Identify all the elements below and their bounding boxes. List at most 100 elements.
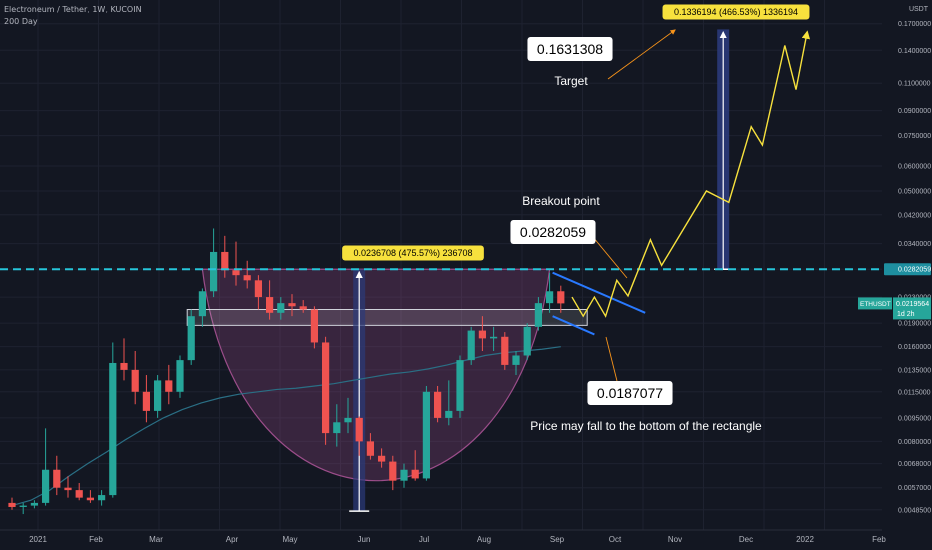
price-tick: 0.0190000	[898, 321, 931, 328]
candle-body	[154, 380, 162, 411]
price-tick: 0.0600000	[898, 164, 931, 171]
candle-body	[75, 490, 83, 498]
bottom-connector	[605, 336, 618, 382]
candle-body	[378, 455, 386, 462]
breakout-price-tag	[884, 263, 931, 276]
candle-body	[456, 360, 464, 411]
candle-body	[277, 303, 285, 313]
time-tick: Nov	[668, 535, 682, 544]
candle-body	[322, 342, 330, 434]
candle-body	[478, 330, 486, 339]
candle-body	[86, 497, 94, 501]
target-measure-label-box	[662, 4, 810, 20]
candle-body	[299, 306, 307, 310]
candle-body	[534, 303, 542, 327]
bottom-value-label-box	[587, 381, 673, 405]
exchange: KUCOIN	[110, 5, 142, 14]
price-tick: 0.0057000	[898, 485, 931, 492]
time-tick: Feb	[89, 535, 103, 544]
time-tick: Sep	[550, 535, 565, 544]
price-tick: 0.0420000	[898, 212, 931, 219]
price-tick: 0.0160000	[898, 344, 931, 351]
candle-body	[512, 355, 520, 365]
candle-body	[109, 362, 117, 496]
candle-body	[288, 303, 296, 307]
support-rectangle	[186, 309, 588, 326]
candle-body	[400, 469, 408, 481]
candle-body	[523, 326, 531, 356]
price-tick: 0.0080000	[898, 439, 931, 446]
time-tick: May	[282, 535, 297, 544]
price-tick: 0.0115000	[898, 389, 931, 396]
candle-body	[445, 410, 453, 418]
candle-body	[344, 417, 352, 423]
candle-body	[501, 336, 509, 365]
breakout-value-label-box	[510, 220, 596, 244]
target-connector	[607, 29, 676, 80]
candle-body	[64, 487, 72, 491]
bottom-note-text: Price may fall to the bottom of the rect…	[530, 419, 762, 433]
candle-body	[187, 316, 195, 361]
price-axis-unit: USDT	[909, 6, 929, 13]
target-text: Target	[554, 74, 588, 88]
price-tick: 0.0135000	[898, 367, 931, 374]
candle-body	[389, 461, 397, 481]
breakout-text: Breakout point	[522, 194, 600, 208]
last-price-tag	[893, 297, 931, 320]
candle-body	[8, 502, 16, 507]
price-axis: USDT 0.1700000 0.1400000 0.1100000 0.0900000…	[858, 0, 932, 550]
cup-measure-label-box	[342, 245, 484, 261]
symbol-tag	[858, 297, 892, 310]
price-tick: 0.0900000	[898, 108, 931, 115]
candle-body	[490, 336, 498, 339]
candle-body	[120, 362, 128, 370]
candle-body	[355, 417, 363, 442]
price-tick: 0.0750000	[898, 133, 931, 140]
channel-lower	[552, 315, 595, 336]
candle-body	[411, 469, 419, 479]
time-tick: Mar	[149, 535, 163, 544]
time-axis: 2021 Feb Mar Apr May Jun Jul Aug Sep Oct Nov Dec 202…	[0, 529, 886, 544]
cup-measure-label: 0.0236708 (475.57%) 236708	[353, 248, 472, 258]
candles	[8, 228, 565, 515]
candle-body	[42, 469, 50, 503]
breakout-price-tag-text: 0.0282059	[898, 267, 931, 274]
symbol-name: Electroneum / Tether	[4, 5, 88, 14]
price-tick: 0.0340000	[898, 241, 931, 248]
last-price-text: 0.0219564	[896, 301, 929, 308]
target-value-label: 0.1631308	[537, 41, 603, 57]
candle-body	[366, 441, 374, 456]
candle-body	[210, 251, 218, 292]
candle-body	[422, 391, 430, 479]
projection-path	[571, 30, 811, 318]
candle-body	[198, 291, 206, 317]
countdown-text: 1d 2h	[897, 311, 915, 318]
candle-body	[19, 505, 27, 507]
symbol-tag-text: ETHUSDT	[860, 301, 891, 308]
price-tick: 0.0500000	[898, 188, 931, 195]
candle-body	[131, 369, 139, 392]
price-tick: 0.1700000	[898, 21, 931, 28]
candle-body	[266, 297, 274, 313]
price-tick: 0.0068000	[898, 461, 931, 468]
target-measure-label: 0.1336194 (466.53%) 1336194	[674, 7, 798, 17]
time-tick: Dec	[739, 535, 753, 544]
candle-body	[243, 275, 251, 281]
candle-body	[557, 291, 565, 304]
candle-body	[232, 270, 240, 276]
time-tick: Jul	[419, 535, 429, 544]
candle-body	[434, 391, 442, 418]
time-tick: Jun	[358, 535, 371, 544]
candle-body	[142, 391, 150, 411]
bottom-value-label: 0.0187077	[597, 385, 663, 401]
candle-body	[221, 251, 229, 271]
candle-body	[176, 360, 184, 392]
indicator-legend[interactable]: 200 Day	[4, 17, 38, 26]
time-tick: Aug	[477, 535, 491, 544]
candle-body	[98, 495, 106, 501]
time-tick: Feb	[872, 535, 886, 544]
candle-body	[165, 380, 173, 392]
chart-header: Electroneum / Tether, 1W, KUCOIN	[4, 5, 142, 14]
